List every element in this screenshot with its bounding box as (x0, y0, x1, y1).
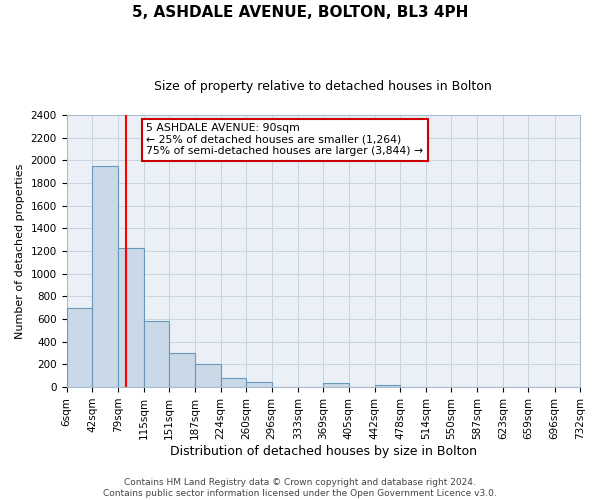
Bar (143, 322, 169, 387)
Text: 5, ASHDALE AVENUE, BOLTON, BL3 4PH: 5, ASHDALE AVENUE, BOLTON, BL3 4PH (132, 5, 468, 20)
Text: 5 ASHDALE AVENUE: 90sqm
← 25% of detached houses are smaller (1,264)
75% of semi: 5 ASHDALE AVENUE: 90sqm ← 25% of detache… (146, 123, 423, 156)
Bar (169, 353, 194, 387)
Bar (246, 382, 272, 387)
Text: Contains HM Land Registry data © Crown copyright and database right 2024.
Contai: Contains HM Land Registry data © Crown c… (103, 478, 497, 498)
Bar (67, 308, 92, 387)
Bar (92, 166, 118, 387)
Bar (323, 383, 349, 387)
Bar (118, 248, 143, 387)
X-axis label: Distribution of detached houses by size in Bolton: Distribution of detached houses by size … (170, 444, 477, 458)
Title: Size of property relative to detached houses in Bolton: Size of property relative to detached ho… (154, 80, 492, 93)
Bar (375, 386, 400, 387)
Bar (194, 364, 221, 387)
Bar (221, 378, 246, 387)
Y-axis label: Number of detached properties: Number of detached properties (15, 164, 25, 338)
